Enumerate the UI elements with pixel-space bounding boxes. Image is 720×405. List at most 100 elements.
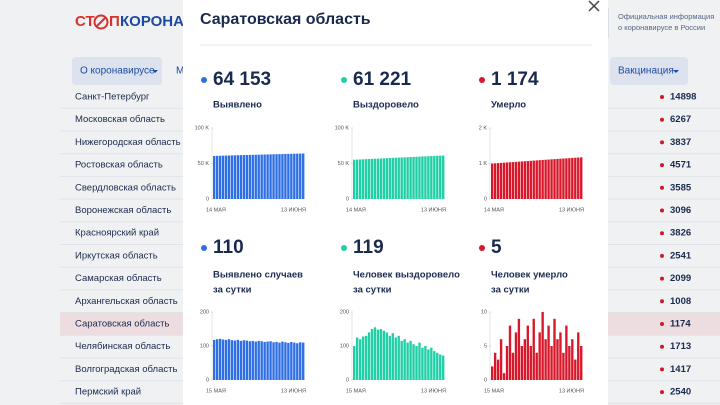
y-tick-label: 1 K <box>479 161 488 167</box>
bar <box>379 158 383 199</box>
bar <box>400 157 403 199</box>
logo-part: СТ <box>75 13 95 30</box>
region-name[interactable]: Волгоградская область <box>75 364 177 375</box>
region-value: 1713 <box>670 341 691 352</box>
y-tick-label: 100 <box>200 343 209 349</box>
bar <box>394 337 397 380</box>
bar <box>562 352 565 380</box>
bar <box>520 161 524 199</box>
bar <box>251 340 254 380</box>
bar <box>290 153 293 199</box>
nav-label[interactable]: М <box>176 66 184 77</box>
bar <box>254 154 257 199</box>
bar <box>491 163 494 199</box>
y-tick-label: 100 K <box>335 125 350 131</box>
region-name[interactable]: Саратовская область <box>75 319 169 330</box>
bar <box>215 339 219 380</box>
bar <box>266 341 269 380</box>
bar <box>520 346 524 380</box>
bar <box>436 352 439 380</box>
region-value: 1008 <box>670 296 691 307</box>
bar <box>248 341 251 380</box>
bar <box>553 318 556 380</box>
bullet <box>660 299 664 304</box>
region-name[interactable]: Иркутская область <box>75 250 158 261</box>
bar <box>547 325 550 380</box>
bar <box>526 161 529 199</box>
region-value: 4571 <box>670 160 692 171</box>
bar <box>290 341 293 380</box>
y-tick-label: 0 <box>484 196 487 202</box>
y-tick-label: 0 <box>206 377 209 383</box>
bar <box>353 346 356 380</box>
bar <box>230 340 234 380</box>
bar <box>272 342 275 380</box>
bar <box>376 158 380 199</box>
y-tick-label: 0 <box>346 196 349 202</box>
nav-label[interactable]: Вакцинация <box>618 66 674 77</box>
bullet <box>660 390 664 395</box>
bar <box>227 339 231 380</box>
region-name[interactable]: Ростовская область <box>75 160 163 171</box>
bar <box>263 154 266 199</box>
bar <box>403 157 406 199</box>
bar <box>418 156 421 199</box>
bar <box>251 154 254 199</box>
region-value: 14898 <box>670 92 696 103</box>
bar <box>373 158 377 199</box>
logo-part: П <box>109 13 120 30</box>
bar <box>287 342 290 380</box>
logo-icon <box>93 14 109 30</box>
stat-label: за сутки <box>353 285 392 296</box>
region-name[interactable]: Красноярский край <box>75 228 159 239</box>
bar <box>269 154 272 199</box>
bar <box>439 155 442 199</box>
region-name[interactable]: Московская область <box>75 114 165 125</box>
bar <box>376 329 380 380</box>
bar <box>505 346 509 380</box>
region-name[interactable]: Архангельская область <box>75 296 178 307</box>
bar <box>213 339 216 380</box>
bar <box>511 162 515 199</box>
bar <box>278 154 281 199</box>
bar <box>218 338 222 380</box>
region-name[interactable]: Челябинская область <box>75 341 170 352</box>
close-button[interactable] <box>588 0 600 12</box>
region-name[interactable]: Пермский край <box>75 387 141 398</box>
region-name[interactable]: Воронежская область <box>75 205 171 216</box>
bar <box>517 318 521 380</box>
nav-label[interactable]: О коронавирусе <box>80 66 155 77</box>
bar <box>406 342 409 380</box>
bar <box>532 318 535 380</box>
bar <box>532 160 535 199</box>
bar <box>224 339 228 380</box>
stat-label: Человек выздоровело <box>353 270 460 281</box>
bar <box>242 340 246 380</box>
bar <box>397 335 400 380</box>
region-name[interactable]: Свердловская область <box>75 182 176 193</box>
bar <box>526 325 529 380</box>
nav-button[interactable] <box>72 57 162 85</box>
y-tick-label: 50 K <box>198 161 210 167</box>
bar <box>436 155 439 199</box>
region-value: 1417 <box>670 364 691 375</box>
bar <box>358 159 362 199</box>
bar <box>221 155 225 199</box>
bar <box>257 154 260 199</box>
region-name[interactable]: Самарская область <box>75 273 162 284</box>
x-tick-label: 14 МАЯ <box>484 207 504 213</box>
bar <box>580 157 583 199</box>
region-name[interactable]: Санкт-Петербург <box>75 92 150 103</box>
x-tick-label: 15 МАЯ <box>346 388 366 394</box>
bar <box>361 336 365 380</box>
nav-button[interactable] <box>610 57 688 85</box>
bar <box>523 161 527 199</box>
bar <box>373 327 377 380</box>
bar <box>403 339 406 380</box>
bullet <box>660 276 664 281</box>
region-name[interactable]: Нижегородская область <box>75 137 181 148</box>
bar <box>430 347 433 380</box>
bar <box>367 159 371 199</box>
y-tick-label: 0 <box>206 196 209 202</box>
y-tick-label: 100 K <box>195 125 210 131</box>
